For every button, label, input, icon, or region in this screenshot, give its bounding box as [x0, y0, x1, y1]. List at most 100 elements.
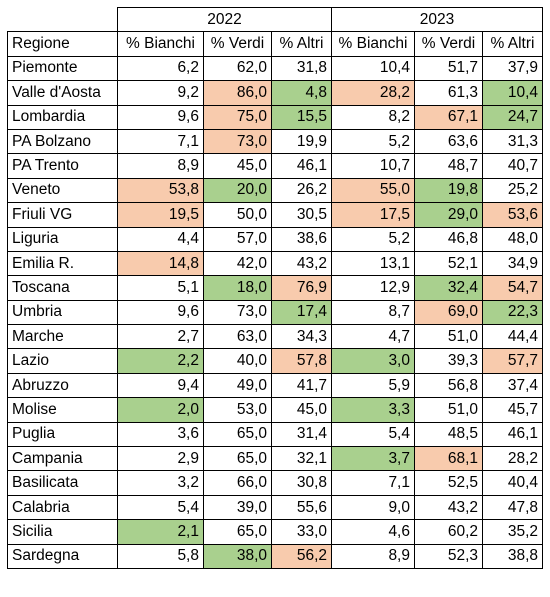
value-cell: 7,1: [331, 470, 415, 496]
blank-corner-cell: [7, 7, 118, 33]
table-row: Umbria 9,6 73,0 17,4 8,7 69,0 22,3: [7, 299, 543, 326]
value-cell: 22,3: [482, 299, 543, 326]
value-cell: 9,2: [117, 80, 204, 106]
value-cell: 75,0: [203, 104, 272, 130]
table-row: Campania 2,9 65,0 32,1 3,7 68,1 28,2: [7, 446, 543, 472]
region-percentage-table: 2022 2023 Regione % Bianchi % Verdi % Al…: [7, 6, 543, 569]
value-cell: 51,0: [414, 324, 483, 350]
value-cell: 33,0: [271, 519, 332, 545]
value-cell: 40,4: [482, 470, 543, 496]
value-cell: 15,5: [271, 104, 332, 130]
value-cell: 46,1: [482, 421, 543, 448]
value-cell: 53,8: [117, 177, 204, 204]
value-cell: 48,7: [414, 153, 483, 179]
region-name-cell: Basilicata: [7, 470, 118, 496]
table-body: Piemonte 6,2 62,0 31,8 10,4 51,7 37,9 Valle d'A…: [7, 55, 543, 569]
value-cell: 31,3: [482, 128, 543, 155]
value-cell: 73,0: [203, 299, 272, 326]
value-cell: 48,5: [414, 421, 483, 448]
year-header-2023: 2023: [331, 6, 543, 33]
value-cell: 51,7: [414, 55, 483, 82]
value-cell: 2,2: [117, 348, 204, 374]
table-row: Abruzzo 9,4 49,0 41,7 5,9 56,8 37,4: [7, 372, 543, 399]
value-cell: 4,4: [117, 226, 204, 252]
value-cell: 68,1: [414, 446, 483, 472]
value-cell: 45,0: [203, 153, 272, 179]
value-cell: 63,0: [203, 324, 272, 350]
value-cell: 57,0: [203, 226, 272, 252]
value-cell: 63,6: [414, 128, 483, 155]
region-name-cell: Sicilia: [7, 519, 118, 545]
year-header-2022: 2022: [117, 6, 332, 33]
value-cell: 2,1: [117, 519, 204, 545]
value-cell: 25,2: [482, 177, 543, 204]
region-name-cell: Lazio: [7, 348, 118, 374]
value-cell: 65,0: [203, 519, 272, 545]
value-cell: 46,8: [414, 226, 483, 252]
table-row: Sicilia 2,1 65,0 33,0 4,6 60,2 35,2: [7, 519, 543, 545]
value-cell: 5,2: [331, 226, 415, 252]
value-cell: 69,0: [414, 299, 483, 326]
value-cell: 86,0: [203, 80, 272, 106]
column-header-row: Regione % Bianchi % Verdi % Altri % Bian…: [7, 31, 543, 57]
value-cell: 5,1: [117, 275, 204, 301]
value-cell: 17,4: [271, 299, 332, 326]
value-cell: 51,0: [414, 397, 483, 423]
value-cell: 32,1: [271, 446, 332, 472]
region-name-cell: Abruzzo: [7, 372, 118, 399]
value-cell: 19,9: [271, 128, 332, 155]
value-cell: 32,4: [414, 275, 483, 301]
value-cell: 5,4: [117, 494, 204, 521]
column-header: % Bianchi: [331, 31, 415, 57]
value-cell: 43,2: [271, 250, 332, 277]
table-row: Sardegna 5,8 38,0 56,2 8,9 52,3 38,8: [7, 543, 543, 569]
value-cell: 73,0: [203, 128, 272, 155]
year-header-row: 2022 2023: [7, 6, 543, 33]
value-cell: 2,0: [117, 397, 204, 423]
value-cell: 37,9: [482, 55, 543, 82]
value-cell: 57,7: [482, 348, 543, 374]
value-cell: 76,9: [271, 275, 332, 301]
value-cell: 30,5: [271, 202, 332, 228]
column-header: % Altri: [271, 31, 332, 57]
value-cell: 38,6: [271, 226, 332, 252]
value-cell: 52,1: [414, 250, 483, 277]
value-cell: 31,4: [271, 421, 332, 448]
value-cell: 60,2: [414, 519, 483, 545]
value-cell: 34,3: [271, 324, 332, 350]
value-cell: 10,4: [482, 80, 543, 106]
value-cell: 34,9: [482, 250, 543, 277]
value-cell: 45,0: [271, 397, 332, 423]
value-cell: 43,2: [414, 494, 483, 521]
value-cell: 30,8: [271, 470, 332, 496]
region-name-cell: Sardegna: [7, 543, 118, 569]
value-cell: 5,2: [331, 128, 415, 155]
value-cell: 8,7: [331, 299, 415, 326]
value-cell: 8,9: [331, 543, 415, 569]
region-name-cell: Piemonte: [7, 55, 118, 82]
region-name-cell: Liguria: [7, 226, 118, 252]
value-cell: 12,9: [331, 275, 415, 301]
value-cell: 26,2: [271, 177, 332, 204]
value-cell: 57,8: [271, 348, 332, 374]
value-cell: 56,8: [414, 372, 483, 399]
column-header: % Verdi: [414, 31, 483, 57]
value-cell: 46,1: [271, 153, 332, 179]
table-row: Molise 2,0 53,0 45,0 3,3 51,0 45,7: [7, 397, 543, 423]
value-cell: 19,5: [117, 202, 204, 228]
value-cell: 8,2: [331, 104, 415, 130]
table-row: Toscana 5,1 18,0 76,9 12,9 32,4 54,7: [7, 275, 543, 301]
value-cell: 44,4: [482, 324, 543, 350]
value-cell: 5,8: [117, 543, 204, 569]
region-name-cell: Molise: [7, 397, 118, 423]
table-row: Piemonte 6,2 62,0 31,8 10,4 51,7 37,9: [7, 55, 543, 82]
table-row: Marche 2,7 63,0 34,3 4,7 51,0 44,4: [7, 324, 543, 350]
region-name-cell: Calabria: [7, 494, 118, 521]
value-cell: 7,1: [117, 128, 204, 155]
region-name-cell: Campania: [7, 446, 118, 472]
value-cell: 8,9: [117, 153, 204, 179]
table-row: Friuli VG 19,5 50,0 30,5 17,5 29,0 53,6: [7, 202, 543, 228]
table-row: Basilicata 3,2 66,0 30,8 7,1 52,5 40,4: [7, 470, 543, 496]
value-cell: 55,0: [331, 177, 415, 204]
region-name-cell: Toscana: [7, 275, 118, 301]
